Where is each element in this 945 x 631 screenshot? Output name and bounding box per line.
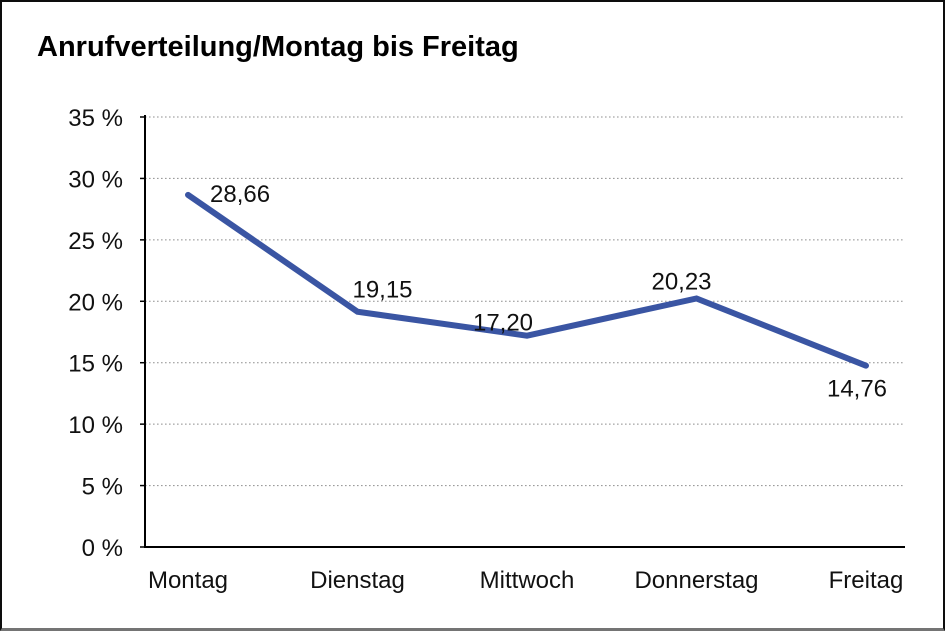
y-tick-label: 15 % xyxy=(68,351,123,378)
y-tick-label: 25 % xyxy=(68,228,123,255)
x-category-label: Freitag xyxy=(829,567,904,594)
series-line xyxy=(185,191,869,369)
data-point-label: 19,15 xyxy=(352,277,412,304)
chart-title: Anrufverteilung/Montag bis Freitag xyxy=(37,31,519,63)
data-point-label: 28,66 xyxy=(210,181,270,208)
x-category-label: Montag xyxy=(148,567,228,594)
x-category-label: Mittwoch xyxy=(480,567,575,594)
x-category-label: Donnerstag xyxy=(634,567,758,594)
y-tick-label: 10 % xyxy=(68,412,123,439)
x-category-label: Dienstag xyxy=(310,567,405,594)
y-tick-label: 0 % xyxy=(82,535,123,562)
data-point-label: 17,20 xyxy=(473,310,533,337)
data-point-label: 14,76 xyxy=(827,376,887,403)
y-tick-label: 5 % xyxy=(82,474,123,501)
y-tick-label: 30 % xyxy=(68,166,123,193)
data-point-label: 20,23 xyxy=(651,268,711,295)
y-tick-label: 20 % xyxy=(68,289,123,316)
y-tick-label: 35 % xyxy=(68,105,123,132)
